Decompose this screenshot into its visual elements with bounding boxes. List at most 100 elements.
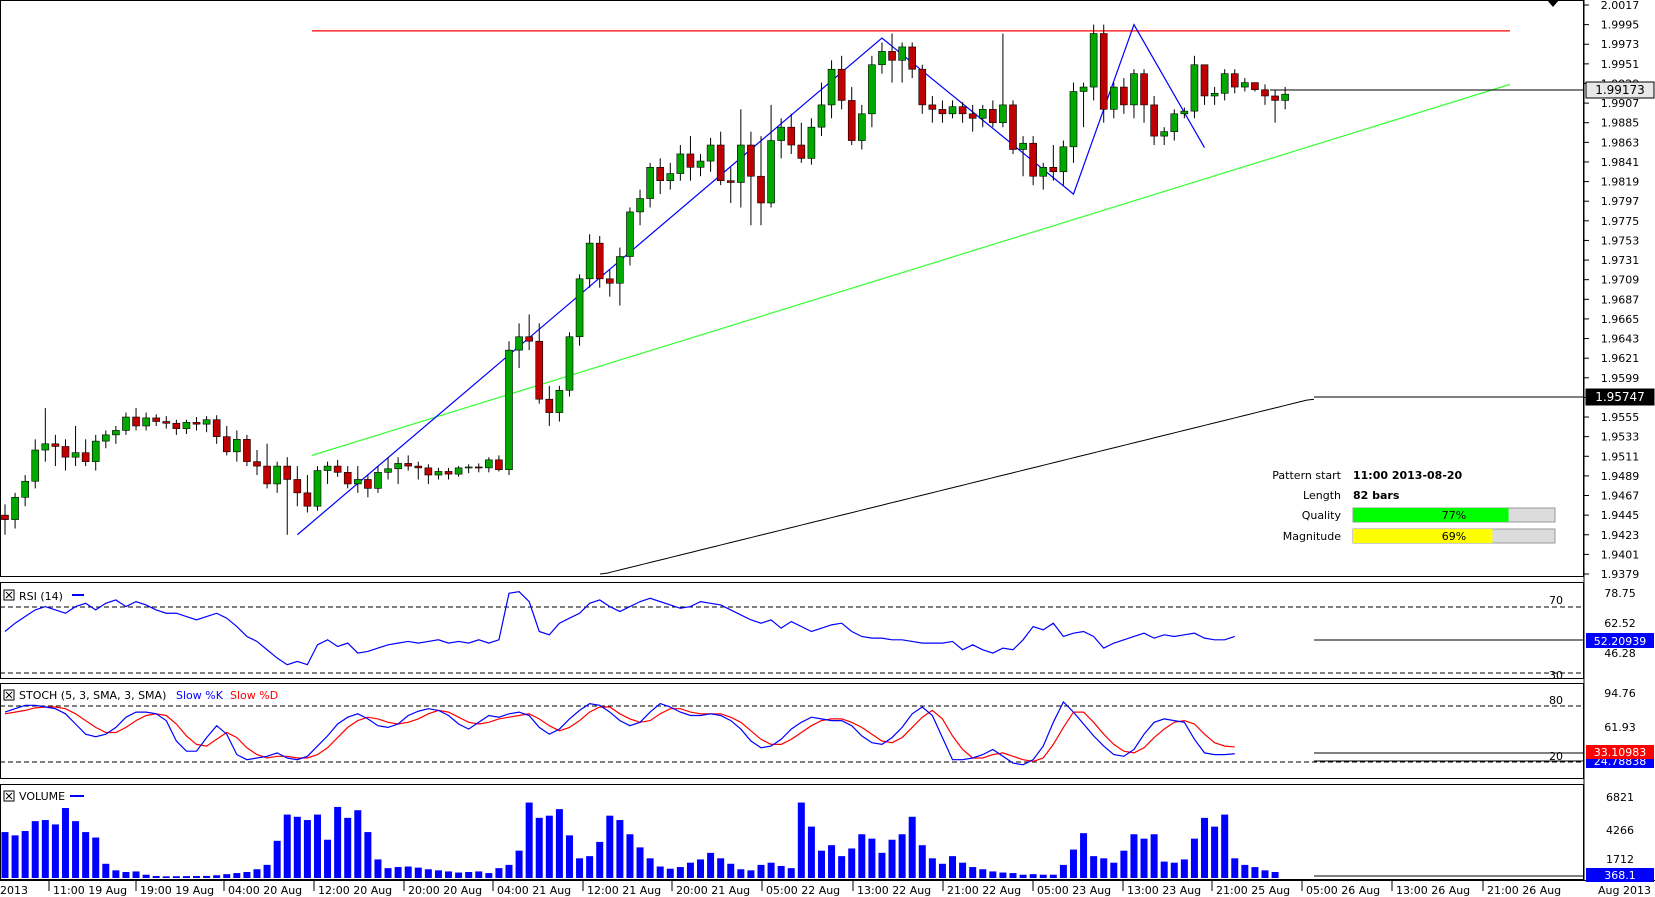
time-tick-label: 13:00 26 Aug xyxy=(1396,884,1470,897)
volume-bar xyxy=(172,876,180,878)
candle xyxy=(303,475,312,513)
volume-value-label: 368.1 xyxy=(1604,869,1636,882)
candle xyxy=(1251,82,1259,92)
volume-bar xyxy=(1009,873,1017,878)
volume-bar xyxy=(707,852,715,878)
volume-bar xyxy=(828,845,836,878)
volume-bar xyxy=(928,858,936,878)
candle xyxy=(374,466,382,493)
volume-bar xyxy=(102,863,110,878)
time-tick-label: 20:00 20 Aug xyxy=(408,884,482,897)
volume-bar xyxy=(1019,874,1027,878)
candle xyxy=(212,415,221,444)
volume-bar xyxy=(1150,834,1158,878)
time-tick-label: 12:00 21 Aug xyxy=(587,884,661,897)
candle xyxy=(1049,145,1058,181)
stoch-panel: STOCH (5, 3, SMA, 3, SMA) Slow %K Slow %… xyxy=(0,687,1654,768)
quality-value: 77% xyxy=(1442,509,1466,522)
candle xyxy=(878,42,886,74)
volume-bar xyxy=(82,832,90,878)
candle xyxy=(444,467,453,480)
volume-bar xyxy=(414,867,422,878)
volume-bar xyxy=(616,820,624,878)
volume-bar xyxy=(979,869,987,878)
candle xyxy=(1230,69,1239,94)
candle xyxy=(807,118,816,165)
length-value: 82 bars xyxy=(1353,489,1400,502)
candle xyxy=(21,475,29,507)
volume-bar xyxy=(11,835,19,878)
volume-bar xyxy=(475,871,483,878)
length-label: Length xyxy=(1303,489,1341,502)
candle xyxy=(293,466,302,507)
volume-bar xyxy=(354,810,362,878)
candle xyxy=(495,455,503,472)
volume-bar xyxy=(545,815,553,878)
candle xyxy=(989,100,997,128)
volume-bar xyxy=(485,873,493,878)
volume-bar xyxy=(1180,859,1188,878)
volume-bar xyxy=(92,837,100,878)
volume-bar xyxy=(223,874,231,878)
stoch-d-value: 33.10983 xyxy=(1594,746,1647,759)
volume-bar xyxy=(1,832,9,878)
candle xyxy=(253,450,261,476)
candle xyxy=(555,385,564,422)
candle xyxy=(1210,87,1219,105)
volume-bar xyxy=(838,856,846,878)
time-tick-label: 05:00 22 Aug xyxy=(766,884,840,897)
rsi-tick-0: 78.75 xyxy=(1604,587,1636,600)
candle xyxy=(958,102,967,123)
volume-bar xyxy=(334,806,342,878)
candle xyxy=(767,104,775,208)
candle xyxy=(1059,140,1068,186)
volume-bar xyxy=(1221,814,1229,878)
volume-bar xyxy=(656,866,664,878)
volume-bar xyxy=(293,816,301,878)
rsi-value-box xyxy=(1586,633,1654,648)
candle xyxy=(797,122,806,163)
candle xyxy=(1160,127,1168,146)
volume-bar xyxy=(1039,874,1047,878)
current-price-marker: 1.99173 xyxy=(1270,81,1655,99)
rsi-series-line xyxy=(4,591,1235,666)
volume-bar xyxy=(243,871,251,878)
volume-bar xyxy=(1090,856,1098,878)
candle xyxy=(636,189,644,226)
candle xyxy=(545,385,554,426)
candle xyxy=(605,269,614,297)
volume-bar xyxy=(1029,874,1037,878)
candle xyxy=(464,464,473,474)
volume-bar xyxy=(1241,864,1249,878)
volume-tick-0: 6821 xyxy=(1606,791,1634,804)
ma-line xyxy=(599,398,1315,575)
candle xyxy=(1089,24,1098,101)
candle xyxy=(313,466,322,511)
volume-bar xyxy=(1251,867,1259,878)
time-tick-label: Aug 2013 xyxy=(1598,884,1651,897)
candle xyxy=(1261,84,1269,105)
rsi-line xyxy=(4,591,1235,666)
volume-bar xyxy=(203,875,211,878)
volume-bar xyxy=(1130,834,1138,878)
candle xyxy=(172,419,181,435)
volume-bar xyxy=(938,863,946,878)
volume-bar xyxy=(182,876,190,878)
price-tick-label: 1.9599 xyxy=(1601,372,1640,385)
candle xyxy=(847,87,856,146)
candle xyxy=(454,466,463,477)
candle xyxy=(1130,69,1138,119)
volume-bar xyxy=(1110,862,1118,878)
candle xyxy=(535,323,544,404)
volume-panel-frame xyxy=(0,784,1584,880)
scroll-marker-icon[interactable] xyxy=(1547,0,1559,7)
volume-bar xyxy=(888,839,896,878)
candle xyxy=(827,60,836,119)
price-tick-label: 1.9863 xyxy=(1601,136,1640,149)
price-tick-label: 1.9511 xyxy=(1601,450,1640,463)
time-tick-label: 21:00 25 Aug xyxy=(1216,884,1290,897)
volume-bar xyxy=(1211,826,1219,878)
price-tick-label: 1.9797 xyxy=(1601,195,1640,208)
price-tick-label: 1.9973 xyxy=(1601,38,1640,51)
volume-bar xyxy=(555,809,563,878)
